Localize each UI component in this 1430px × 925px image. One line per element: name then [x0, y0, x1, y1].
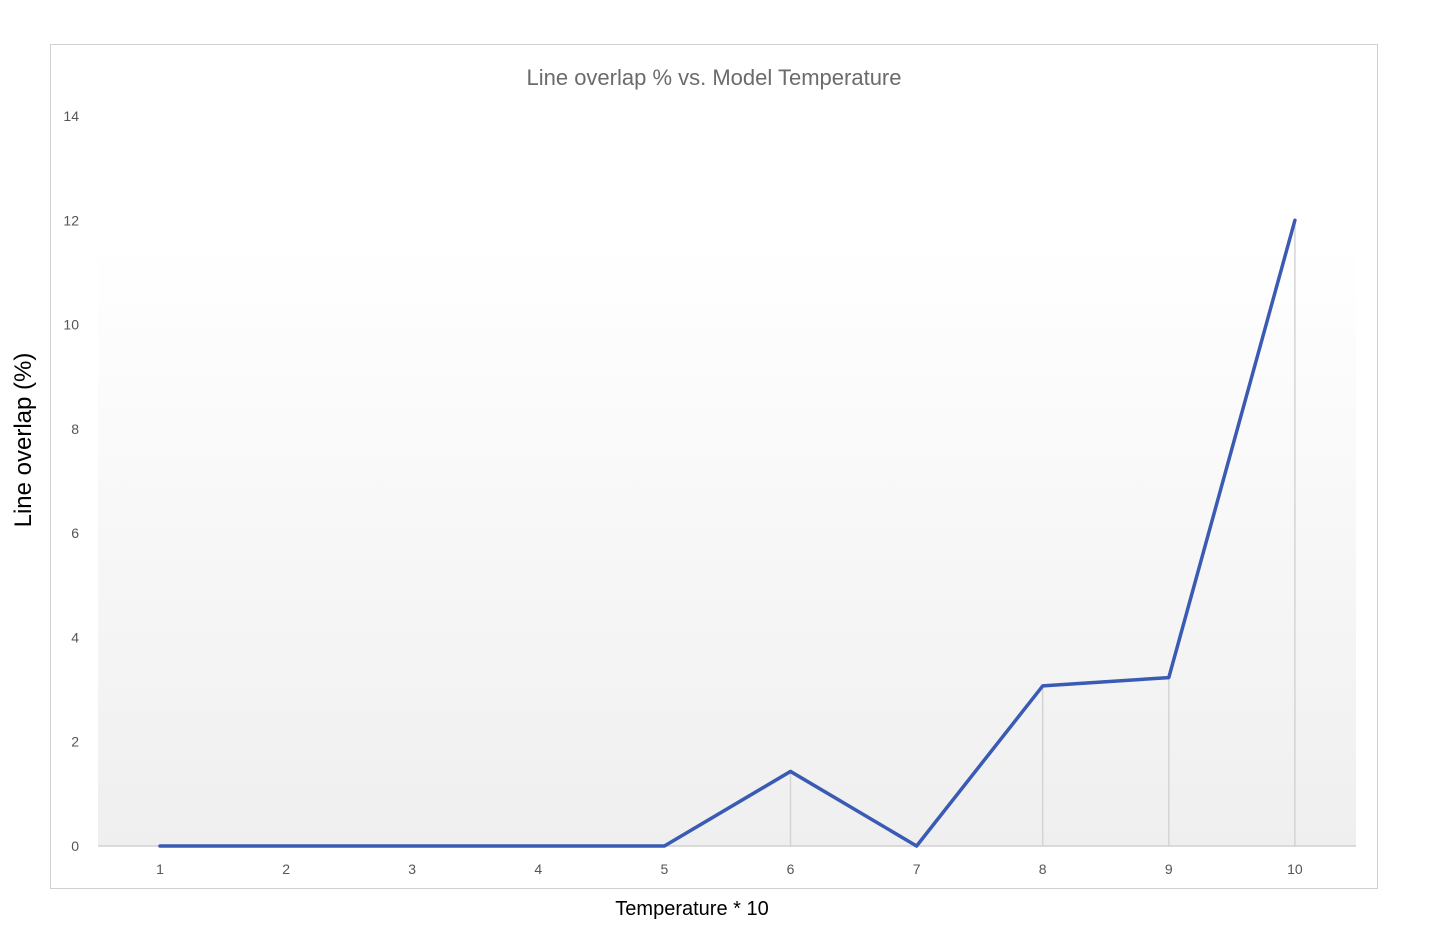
x-tick-label: 9	[1165, 861, 1173, 877]
x-tick-label: 5	[661, 861, 669, 877]
x-axis-ticks: 1 2 3 4 5 6 7 8 9 10	[156, 861, 1303, 877]
x-tick-label: 2	[282, 861, 290, 877]
x-tick-label: 4	[534, 861, 542, 877]
data-point	[915, 844, 919, 848]
y-tick-label: 2	[71, 734, 79, 750]
data-point	[410, 844, 414, 848]
x-axis-label: Temperature * 10	[615, 898, 769, 920]
y-tick-label: 6	[71, 525, 79, 541]
drop-lines	[789, 220, 1296, 846]
series-line	[158, 218, 1297, 848]
y-axis-label: Line overlap (%)	[10, 352, 37, 528]
data-point	[662, 844, 666, 848]
y-tick-label: 10	[63, 317, 79, 333]
plot-area-background	[98, 242, 1356, 846]
data-point	[1293, 218, 1297, 222]
y-tick-label: 12	[63, 212, 79, 228]
x-tick-label: 1	[156, 861, 164, 877]
y-axis-ticks: 0 2 4 6 8 10 12 14	[63, 108, 79, 854]
y-tick-label: 14	[63, 108, 79, 124]
data-point	[1041, 684, 1045, 688]
chart-title: Line overlap % vs. Model Temperature	[526, 65, 901, 90]
series-group	[158, 218, 1297, 848]
x-tick-label: 8	[1039, 861, 1047, 877]
x-tick-label: 3	[408, 861, 416, 877]
y-tick-label: 8	[71, 421, 79, 437]
x-tick-label: 10	[1287, 861, 1303, 877]
x-tick-label: 7	[913, 861, 921, 877]
data-point	[789, 769, 792, 773]
data-point	[284, 844, 288, 848]
y-tick-label: 4	[71, 629, 79, 645]
data-point	[1167, 676, 1171, 680]
data-point	[158, 844, 162, 848]
y-tick-label: 0	[71, 838, 79, 854]
data-point	[536, 844, 540, 848]
x-tick-label: 6	[787, 861, 795, 877]
